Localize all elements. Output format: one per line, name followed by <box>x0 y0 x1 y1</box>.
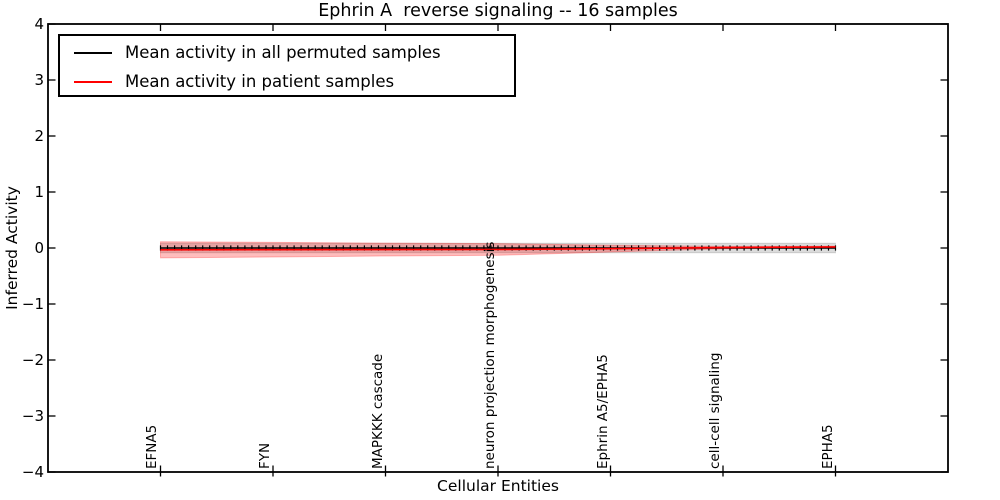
chart-title: Ephrin A reverse signaling -- 16 samples <box>318 1 678 21</box>
x-tick-label: MAPKKK cascade <box>370 353 386 469</box>
legend-line-sample-red <box>74 80 112 83</box>
y-tick-label: 4 <box>34 15 44 33</box>
x-tick-label: EFNA5 <box>144 424 160 469</box>
legend-entry: Mean activity in patient samples <box>60 67 514 96</box>
legend-entry: Mean activity in all permuted samples <box>60 38 514 67</box>
legend-label: Mean activity in patient samples <box>125 72 395 91</box>
legend-line-sample-black <box>74 51 112 54</box>
x-tick-label: EPHA5 <box>820 424 836 469</box>
y-tick-label: −1 <box>21 295 44 313</box>
y-tick-label: 2 <box>34 127 44 145</box>
y-tick-label: 1 <box>34 183 44 201</box>
x-axis-label: Cellular Entities <box>437 477 559 495</box>
y-tick-label: −3 <box>21 407 44 425</box>
legend: Mean activity in all permuted samples Me… <box>58 34 516 97</box>
y-tick-label: 3 <box>34 71 44 89</box>
x-tick-label: neuron projection morphogenesis <box>482 241 498 469</box>
y-tick-label: 0 <box>34 239 44 257</box>
x-tick-label: FYN <box>257 442 273 469</box>
x-tick-label: Ephrin A5/EPHA5 <box>595 354 611 469</box>
y-tick-label: −2 <box>21 351 44 369</box>
legend-label: Mean activity in all permuted samples <box>125 43 441 62</box>
y-tick-label: −4 <box>21 463 44 481</box>
x-tick-label: cell-cell signaling <box>707 352 723 469</box>
